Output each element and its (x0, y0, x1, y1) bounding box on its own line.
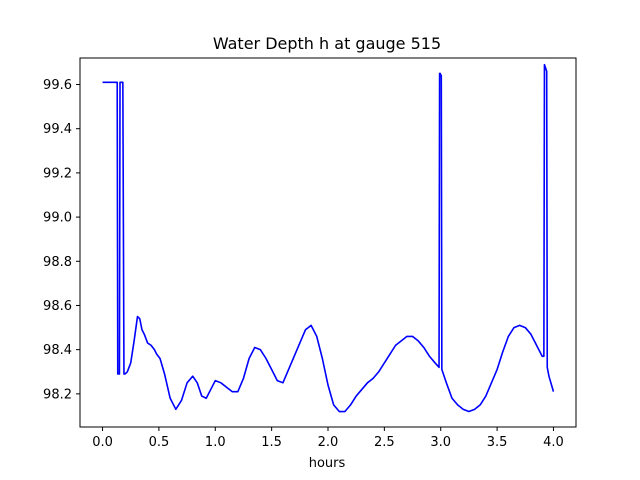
y-tick-label: 98.2 (43, 387, 72, 402)
x-tick-label: 2.0 (318, 435, 339, 450)
y-tick-label: 99.0 (43, 211, 72, 226)
y-tick-label: 99.2 (43, 166, 72, 181)
series-line-0 (102, 63, 555, 413)
y-axis: 98.2 98.4 98.6 98.8 99.0 99.2 99.4 99.6 (43, 78, 80, 402)
x-tick-label: 1.0 (205, 435, 226, 450)
x-tick-label: 0.5 (149, 435, 170, 450)
x-tick-label: 3.0 (430, 435, 451, 450)
chart-title: Water Depth h at gauge 515 (213, 34, 441, 53)
x-tick-label: 1.5 (261, 435, 282, 450)
plot-area (102, 63, 555, 413)
x-tick-label: 4.0 (543, 435, 564, 450)
x-axis-label: hours (309, 456, 346, 471)
x-tick-label: 2.5 (374, 435, 395, 450)
y-tick-label: 98.8 (43, 255, 72, 270)
x-tick-label: 3.5 (487, 435, 508, 450)
y-tick-label: 99.4 (43, 122, 72, 137)
y-tick-label: 99.6 (43, 78, 72, 93)
y-tick-label: 98.4 (43, 343, 72, 358)
y-tick-label: 98.6 (43, 299, 72, 314)
x-axis: 0.0 0.5 1.0 1.5 2.0 2.5 3.0 3.5 4.0 (92, 427, 564, 450)
x-tick-label: 0.0 (92, 435, 113, 450)
